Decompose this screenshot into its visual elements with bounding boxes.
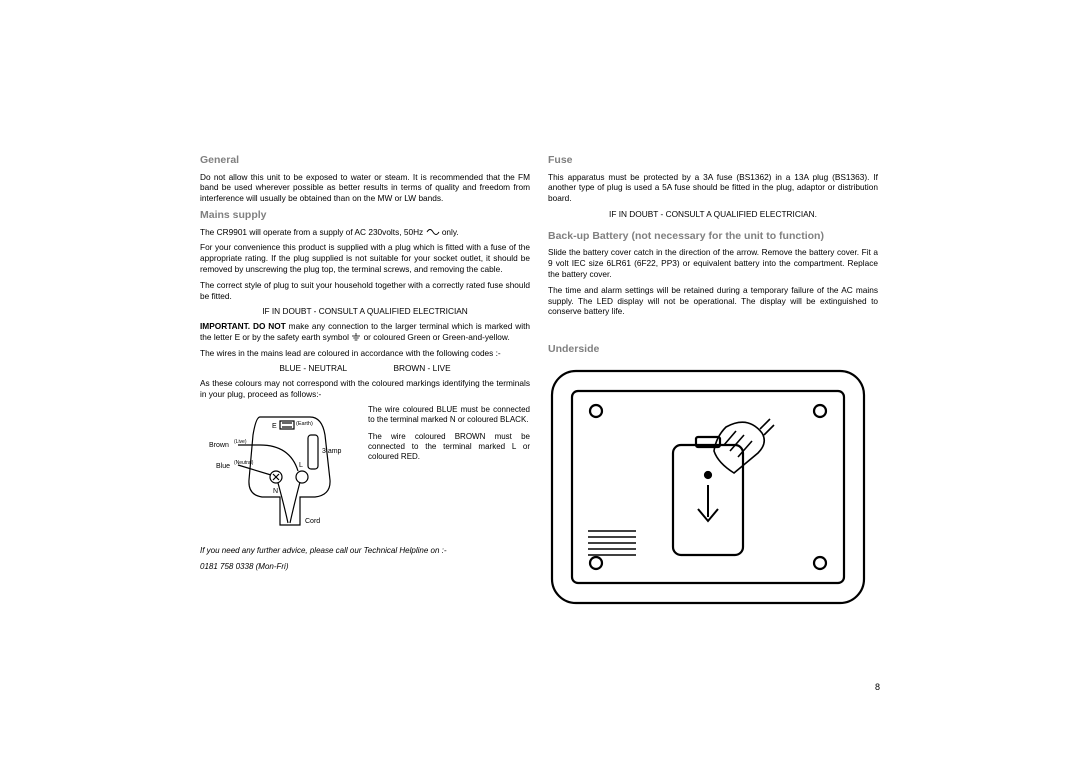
warning-electrician-2: IF IN DOUBT - CONSULT A QUALIFIED ELECTR… — [548, 209, 878, 220]
warning-electrician-1: IF IN DOUBT - CONSULT A QUALIFIED ELECTR… — [200, 306, 530, 317]
left-column: General Do not allow this unit to be exp… — [200, 150, 530, 720]
label-L: L — [299, 462, 303, 469]
para-plug-blue: The wire coloured BLUE must be connected… — [368, 405, 530, 426]
para-mains3: The correct style of plug to suit your h… — [200, 280, 530, 302]
text-bold: IMPORTANT. DO NOT — [200, 321, 289, 331]
para-backup1: Slide the battery cover catch in the dir… — [548, 247, 878, 279]
label-N: N — [273, 488, 278, 495]
text: only. — [440, 227, 459, 237]
heading-mains: Mains supply — [200, 209, 530, 223]
para-colours: The wires in the mains lead are coloured… — [200, 348, 530, 359]
plug-wiring-diagram: E (Earth) Brown (Live) Blue (Neutral) L … — [200, 405, 360, 540]
label-live: (Live) — [234, 439, 247, 445]
wire-code-row: BLUE - NEUTRAL BROWN - LIVE — [200, 363, 530, 374]
earth-symbol-icon — [351, 333, 361, 343]
para-match: As these colours may not correspond with… — [200, 378, 530, 400]
para-plug-brown: The wire coloured BROWN must be connecte… — [368, 432, 530, 463]
para-important: IMPORTANT. DO NOT make any connection to… — [200, 321, 530, 343]
ac-sine-icon — [426, 228, 440, 236]
label-neutral: (Neutral) — [234, 460, 254, 466]
page-number: 8 — [875, 682, 880, 694]
para-general: Do not allow this unit to be exposed to … — [200, 172, 530, 204]
label-earth: (Earth) — [296, 421, 313, 427]
code-blue: BLUE - NEUTRAL — [279, 363, 347, 374]
label-E: E — [272, 423, 277, 430]
underside-diagram — [548, 367, 868, 607]
label-blue: Blue — [216, 463, 230, 470]
heading-fuse: Fuse — [548, 154, 878, 168]
text: The CR9901 will operate from a supply of… — [200, 227, 426, 237]
helpline-1: If you need any further advice, please c… — [200, 546, 530, 556]
right-column: Fuse This apparatus must be protected by… — [548, 150, 878, 720]
text: or coloured Green or Green-and-yellow. — [361, 332, 510, 342]
plug-section: E (Earth) Brown (Live) Blue (Neutral) L … — [200, 405, 530, 540]
para-mains1: The CR9901 will operate from a supply of… — [200, 227, 530, 238]
heading-general: General — [200, 154, 530, 168]
code-brown: BROWN - LIVE — [393, 363, 450, 374]
para-mains2: For your convenience this product is sup… — [200, 242, 530, 274]
heading-underside: Underside — [548, 343, 878, 357]
para-fuse: This apparatus must be protected by a 3A… — [548, 172, 878, 204]
para-backup2: The time and alarm settings will be reta… — [548, 285, 878, 317]
label-cord: Cord — [305, 518, 320, 525]
label-brown: Brown — [209, 442, 229, 449]
manual-page: General Do not allow this unit to be exp… — [200, 150, 880, 720]
helpline-2: 0181 758 0338 (Mon-Fri) — [200, 562, 530, 572]
plug-text-block: The wire coloured BLUE must be connected… — [368, 405, 530, 540]
label-amp: 3 amp — [322, 448, 342, 455]
heading-backup: Back-up Battery (not necessary for the u… — [548, 230, 878, 244]
